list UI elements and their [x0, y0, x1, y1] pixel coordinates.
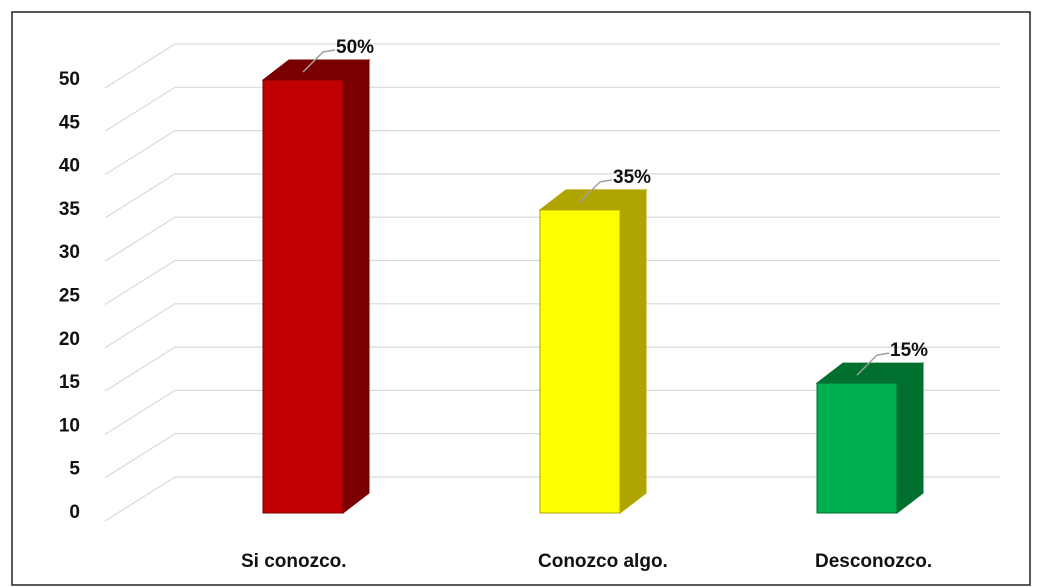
y-tick-label: 50: [59, 69, 80, 90]
grid-line: [104, 476, 1000, 522]
bar: [816, 382, 898, 514]
bar: [539, 209, 621, 514]
grid-line: [104, 346, 1000, 392]
bar-side: [896, 362, 924, 515]
y-tick-label: 10: [59, 415, 80, 436]
x-tick-label: Desconozco.: [815, 551, 932, 572]
grid-line: [104, 86, 1000, 132]
grid-line: [104, 216, 1000, 262]
grid-line: [104, 433, 1000, 479]
x-tick-label: Si conozco.: [241, 551, 347, 572]
y-tick-label: 25: [59, 286, 81, 307]
y-tick-label: 15: [59, 372, 81, 393]
grid-line: [104, 173, 1000, 219]
bar-side: [342, 58, 370, 515]
value-label: 15%: [890, 340, 928, 361]
value-label: 50%: [336, 37, 374, 58]
leader-line: [302, 49, 336, 73]
grid-line: [104, 303, 1000, 349]
y-tick-label: 5: [69, 459, 80, 480]
grid-line: [104, 259, 1000, 306]
y-tick-label: 45: [59, 112, 81, 133]
value-label: 35%: [613, 167, 651, 188]
y-tick-label: 0: [69, 502, 80, 523]
y-tick-label: 40: [59, 156, 80, 177]
bar-side: [619, 188, 647, 515]
y-tick-label: 35: [59, 199, 81, 220]
grid-line: [104, 130, 1000, 176]
y-tick-label: 20: [59, 329, 80, 350]
leader-line: [579, 179, 613, 203]
grid-line: [104, 43, 1000, 89]
grid-line: [104, 389, 1000, 435]
leader-line: [856, 352, 890, 376]
x-tick-label: Conozco algo.: [538, 551, 668, 572]
y-tick-label: 30: [59, 242, 80, 263]
bar: [262, 79, 344, 514]
